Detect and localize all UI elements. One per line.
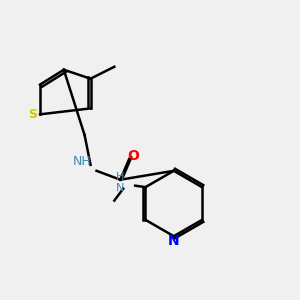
Text: NH: NH <box>72 155 91 168</box>
Text: N: N <box>168 234 180 248</box>
Text: O: O <box>128 149 140 163</box>
Text: S: S <box>28 108 37 121</box>
Text: H
N: H N <box>116 172 124 194</box>
